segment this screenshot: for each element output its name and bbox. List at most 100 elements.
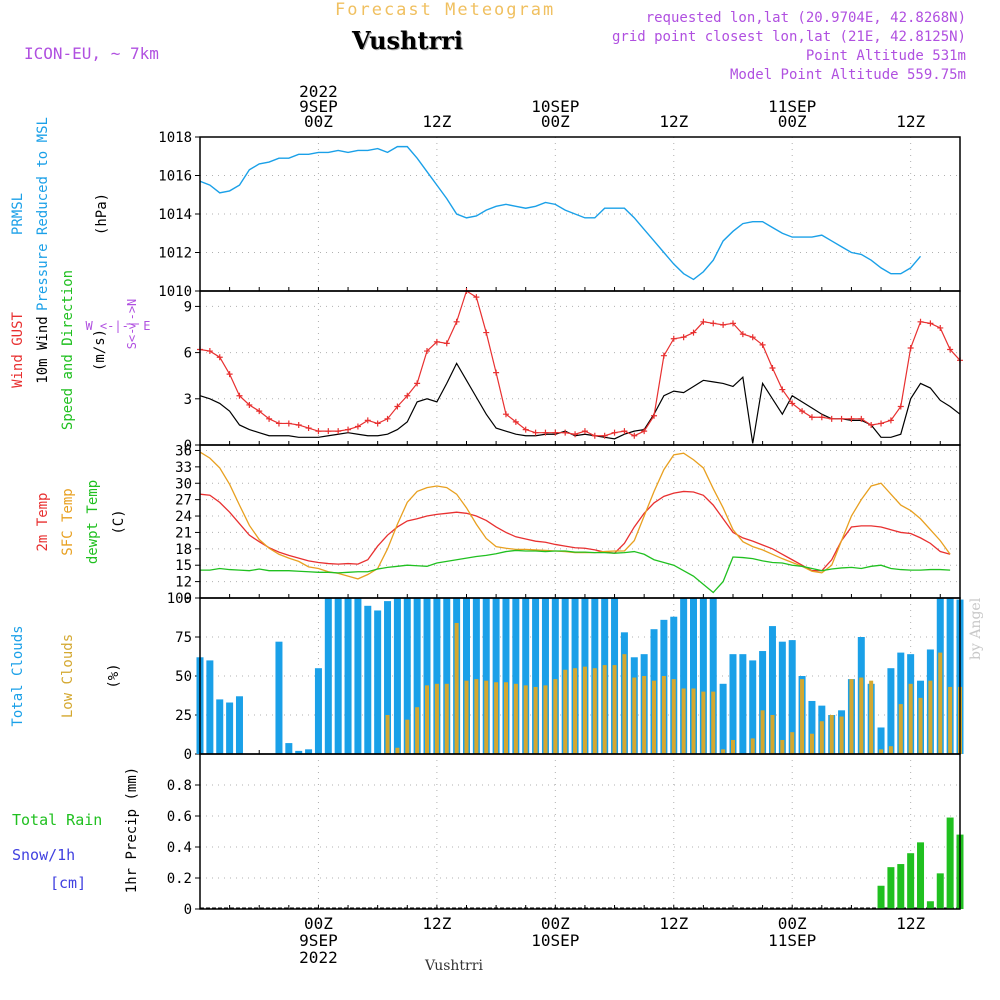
wind-gust-marker — [384, 415, 391, 422]
low-clouds-bar — [790, 732, 795, 754]
cloud-panel-label: (%) — [106, 663, 122, 688]
total-clouds-bar — [887, 668, 895, 754]
wind-gust-marker — [404, 392, 411, 399]
total-clouds-bar — [522, 598, 530, 754]
cloud-panel-label: Total Clouds — [10, 625, 26, 726]
total-clouds-bar — [877, 727, 885, 754]
wind-gust-marker — [818, 414, 825, 421]
wind-gust-marker — [335, 428, 342, 435]
pressure-panel-label: PRMSL — [10, 193, 26, 235]
total-clouds-bar — [226, 702, 234, 754]
total-clouds-bar — [768, 626, 776, 754]
total-clouds-bar — [749, 660, 757, 754]
low-clouds-bar — [622, 654, 627, 754]
low-clouds-bar — [681, 688, 686, 754]
low-clouds-bar — [730, 739, 735, 754]
y-tick-label: 24 — [175, 509, 192, 525]
wind-gust-line — [199, 290, 961, 437]
total-clouds-bar — [364, 605, 372, 754]
wind-gust-marker — [305, 425, 312, 432]
total-clouds-bar — [295, 750, 303, 754]
total-clouds-bar — [946, 598, 954, 754]
wind-panel-label: 10m Wind — [35, 316, 51, 383]
low-clouds-bar — [711, 691, 716, 754]
wind-gust-marker — [700, 318, 707, 325]
total-clouds-bar — [354, 598, 362, 754]
time-label-top: 2022 — [299, 82, 338, 101]
rain-bar — [907, 853, 915, 909]
wind-gust-marker — [512, 418, 519, 425]
wind-gust-marker — [443, 340, 450, 347]
low-clouds-bar — [859, 677, 864, 754]
wind-speed-line — [199, 362, 961, 444]
rain-bar — [926, 901, 934, 909]
y-tick-label: 0.4 — [167, 840, 192, 856]
time-label-bottom: 10SEP — [531, 931, 579, 950]
wind-gust-marker — [414, 380, 421, 387]
low-clouds-bar — [464, 680, 469, 754]
panel-frame — [199, 753, 961, 910]
time-label-top: 00Z — [778, 112, 807, 131]
low-clouds-bar — [494, 682, 499, 754]
compass-west-east: W <-|-> E — [85, 319, 150, 333]
low-clouds-bar — [770, 715, 775, 754]
time-label-bottom: 2022 — [299, 948, 338, 967]
wind-gust-marker — [729, 320, 736, 327]
y-tick-label: 3 — [184, 392, 192, 408]
model-name: ICON-EU, ~ 7km — [24, 44, 159, 63]
wind-gust-marker — [256, 408, 263, 415]
low-clouds-bar — [908, 683, 913, 754]
total-clouds-bar — [423, 598, 431, 754]
grid-point-coordinates: grid point closest lon,lat (21E, 42.8125… — [611, 29, 966, 45]
cloud-panel-label: Low Clouds — [60, 634, 76, 718]
station-name: Vushtrri — [352, 26, 463, 55]
wind-gust-marker — [749, 334, 756, 341]
total-clouds-bar — [334, 598, 342, 754]
low-clouds-bar — [592, 668, 597, 754]
pressure-panel-label: Pressure Reduced to MSL — [35, 117, 51, 311]
low-clouds-bar — [839, 716, 844, 754]
total-clouds-bar — [512, 598, 520, 754]
low-clouds-bar — [809, 733, 814, 754]
rain-bar — [946, 817, 954, 909]
total-clouds-bar — [216, 699, 224, 754]
total-clouds-bar — [235, 696, 243, 754]
y-tick-label: 30 — [175, 476, 192, 492]
wind-gust-marker — [552, 429, 559, 436]
temp-panel-label: SFC Temp — [60, 488, 76, 555]
wind-gust-marker — [611, 429, 618, 436]
y-tick-label: 1014 — [158, 207, 192, 223]
y-tick-label: 1012 — [158, 246, 192, 262]
wind-gust-marker — [858, 415, 865, 422]
wind-gust-marker — [789, 400, 796, 407]
wind-gust-marker — [483, 329, 490, 336]
total-clouds-bar — [443, 598, 451, 754]
model-point-altitude: Model Point Altitude 559.75m — [729, 67, 966, 83]
low-clouds-bar — [888, 746, 893, 754]
wind-gust-marker — [799, 408, 806, 415]
wind-gust-marker — [453, 318, 460, 325]
total-clouds-bar — [680, 598, 688, 754]
y-tick-label: 6 — [184, 346, 192, 362]
wind-gust-marker — [621, 428, 628, 435]
wind-gust-marker — [493, 369, 500, 376]
total-clouds-bar — [690, 598, 698, 754]
temp-panel-label: dewpt Temp — [85, 480, 101, 564]
low-clouds-bar — [800, 679, 805, 754]
wind-gust-marker — [246, 401, 253, 408]
time-label-bottom: 00Z — [541, 914, 570, 933]
total-clouds-bar — [808, 700, 816, 754]
low-clouds-bar — [918, 697, 923, 754]
low-clouds-bar — [395, 747, 400, 754]
wind-gust-marker — [759, 341, 766, 348]
total-rain-label: Total Rain — [12, 811, 102, 829]
total-clouds-bar — [778, 641, 786, 754]
low-clouds-bar — [405, 719, 410, 754]
total-clouds-bar — [206, 660, 214, 754]
wind-gust-marker — [808, 414, 815, 421]
wind-gust-marker — [720, 321, 727, 328]
wind-gust-marker — [345, 426, 352, 433]
total-clouds-bar — [324, 598, 332, 754]
low-clouds-bar — [938, 652, 943, 754]
